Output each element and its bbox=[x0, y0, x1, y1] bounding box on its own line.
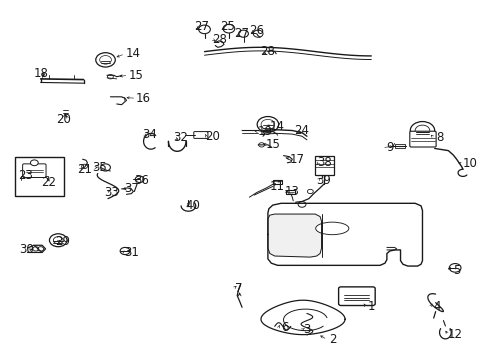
Text: 16: 16 bbox=[135, 92, 150, 105]
Text: 2: 2 bbox=[329, 333, 336, 346]
Text: 30: 30 bbox=[19, 243, 33, 256]
Text: 10: 10 bbox=[461, 157, 476, 170]
Text: 15: 15 bbox=[265, 138, 280, 151]
Text: 37: 37 bbox=[123, 183, 139, 195]
Circle shape bbox=[30, 160, 38, 166]
Circle shape bbox=[135, 176, 144, 183]
Circle shape bbox=[100, 55, 111, 64]
Circle shape bbox=[96, 53, 115, 67]
Text: 12: 12 bbox=[447, 328, 462, 341]
Text: 11: 11 bbox=[269, 180, 285, 193]
Text: 15: 15 bbox=[128, 69, 143, 82]
Circle shape bbox=[409, 122, 434, 139]
Text: 31: 31 bbox=[123, 246, 139, 259]
Text: 20: 20 bbox=[56, 113, 70, 126]
Bar bbox=[15, 157, 64, 196]
Text: 34: 34 bbox=[142, 127, 157, 141]
Text: 1: 1 bbox=[367, 300, 374, 313]
Circle shape bbox=[261, 120, 274, 130]
Text: 21: 21 bbox=[77, 163, 92, 176]
Bar bbox=[315, 156, 333, 175]
Text: 32: 32 bbox=[172, 131, 187, 144]
Circle shape bbox=[49, 234, 67, 247]
Text: 8: 8 bbox=[435, 131, 442, 144]
Bar bbox=[285, 190, 294, 194]
Circle shape bbox=[448, 264, 460, 272]
Circle shape bbox=[120, 247, 130, 255]
Text: 14: 14 bbox=[125, 47, 141, 60]
FancyBboxPatch shape bbox=[409, 131, 435, 147]
Text: 17: 17 bbox=[289, 153, 304, 166]
Circle shape bbox=[238, 30, 248, 37]
FancyBboxPatch shape bbox=[22, 164, 46, 177]
Bar bbox=[272, 180, 281, 184]
Polygon shape bbox=[267, 214, 321, 257]
Text: 36: 36 bbox=[133, 174, 148, 187]
Text: 6: 6 bbox=[280, 321, 287, 334]
Text: 3: 3 bbox=[303, 323, 310, 336]
Text: 39: 39 bbox=[315, 174, 330, 187]
Circle shape bbox=[223, 24, 234, 33]
Text: 29: 29 bbox=[56, 235, 70, 248]
Bar bbox=[394, 144, 405, 148]
Ellipse shape bbox=[315, 222, 348, 235]
Text: 26: 26 bbox=[249, 24, 264, 37]
Text: 5: 5 bbox=[452, 264, 459, 277]
FancyBboxPatch shape bbox=[193, 132, 207, 138]
Polygon shape bbox=[267, 203, 422, 266]
Text: 19: 19 bbox=[257, 125, 272, 138]
Text: 35: 35 bbox=[92, 161, 106, 174]
Text: 40: 40 bbox=[185, 199, 201, 212]
Circle shape bbox=[101, 164, 110, 171]
Text: 18: 18 bbox=[33, 67, 48, 80]
Text: 20: 20 bbox=[205, 130, 220, 144]
Text: 22: 22 bbox=[41, 176, 56, 189]
Text: 7: 7 bbox=[234, 282, 242, 295]
Circle shape bbox=[257, 117, 278, 132]
Text: 23: 23 bbox=[19, 169, 33, 182]
Text: 28: 28 bbox=[260, 45, 275, 58]
Circle shape bbox=[253, 30, 263, 37]
Text: 9: 9 bbox=[385, 141, 393, 154]
Text: 14: 14 bbox=[269, 121, 285, 134]
Text: 25: 25 bbox=[220, 20, 234, 33]
Circle shape bbox=[53, 237, 63, 244]
Text: 28: 28 bbox=[211, 33, 226, 46]
Text: 4: 4 bbox=[432, 300, 440, 313]
Text: 24: 24 bbox=[294, 124, 309, 137]
Text: 33: 33 bbox=[104, 186, 119, 199]
FancyBboxPatch shape bbox=[338, 287, 374, 306]
Text: 38: 38 bbox=[317, 156, 332, 169]
Text: 27: 27 bbox=[194, 20, 209, 33]
Circle shape bbox=[198, 25, 210, 34]
Text: 13: 13 bbox=[285, 185, 299, 198]
Text: 27: 27 bbox=[234, 27, 249, 40]
Circle shape bbox=[414, 125, 429, 136]
